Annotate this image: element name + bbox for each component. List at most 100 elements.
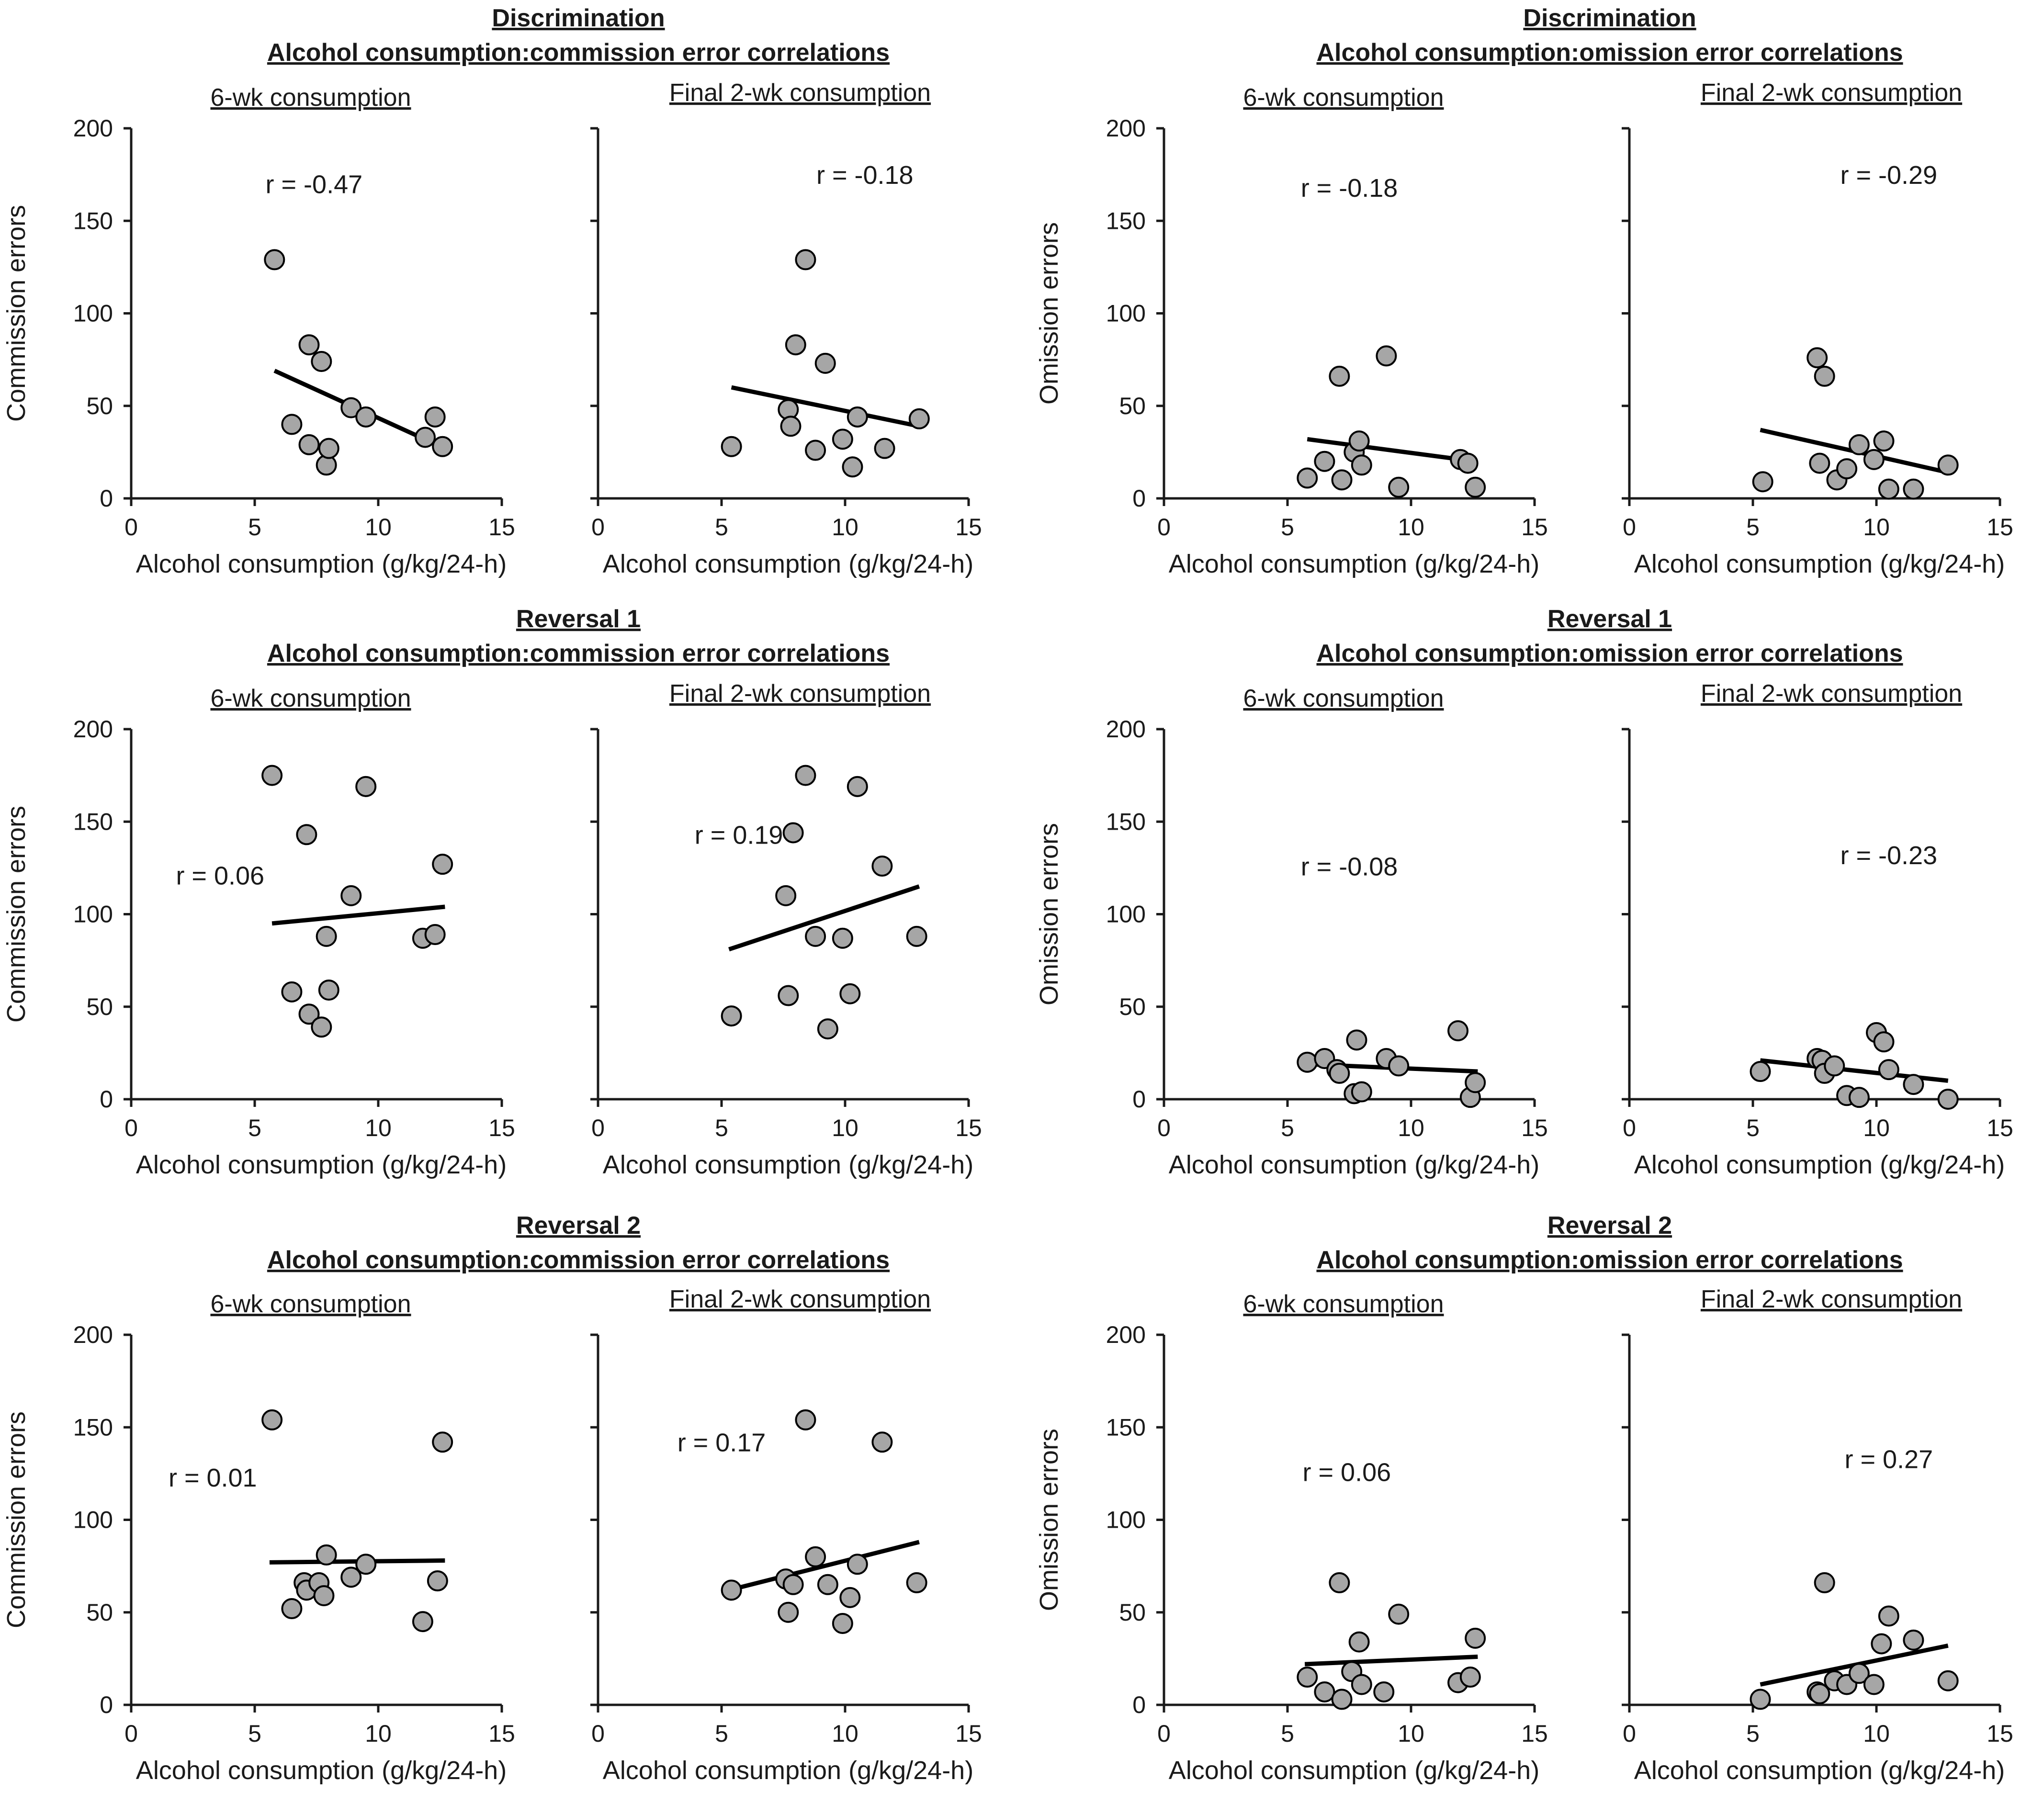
data-point: [1824, 1055, 1845, 1077]
correlation-label: r = 0.01: [169, 1464, 257, 1492]
data-point: [839, 983, 861, 1004]
group-title: Alcohol consumption:commission error cor…: [267, 640, 890, 667]
data-point: [832, 927, 853, 949]
panel-1-1: 0 50 100 150 200 0 5 10 15 Alcohol consumption (g…: [2, 84, 515, 578]
data-point: [832, 1612, 853, 1634]
data-point: [1750, 1061, 1771, 1082]
y-tick-label: 50: [86, 993, 113, 1020]
panel-subtitle: 6-wk consumption: [210, 84, 411, 112]
x-tick-label: 0: [591, 1720, 605, 1747]
data-point: [721, 1579, 742, 1601]
x-tick-label: 5: [1281, 1720, 1294, 1747]
x-tick-label: 0: [1623, 514, 1636, 541]
data-point: [908, 408, 930, 429]
group-title: Alcohol consumption:commission error cor…: [267, 1246, 890, 1274]
x-tick-label: 15: [955, 1115, 982, 1141]
panel-1-4: 0 5 10 15 Alcohol consumption (g/kg/24-h) Fin…: [1622, 79, 2013, 578]
data-point: [871, 1431, 893, 1453]
x-tick-label: 5: [1281, 1115, 1294, 1141]
x-tick-label: 5: [715, 1115, 728, 1141]
y-tick-label: 200: [1106, 1321, 1146, 1348]
data-point: [847, 776, 868, 797]
data-point: [355, 776, 377, 797]
correlation-label: r = -0.18: [816, 161, 914, 190]
x-tick-label: 15: [488, 514, 515, 541]
data-point: [1331, 469, 1353, 491]
y-tick-label: 200: [1106, 716, 1146, 743]
correlation-label: r = -0.18: [1301, 174, 1398, 203]
correlation-label: r = -0.23: [1840, 841, 1937, 870]
data-point: [311, 350, 332, 372]
data-point: [1937, 454, 1959, 476]
x-tick-label: 0: [1157, 1115, 1171, 1141]
data-point: [340, 397, 362, 418]
x-tick-label: 0: [1623, 1115, 1636, 1141]
data-point: [805, 1546, 826, 1567]
panel-subtitle: 6-wk consumption: [210, 685, 411, 712]
data-point: [847, 406, 868, 428]
panel-subtitle: Final 2-wk consumption: [669, 79, 931, 107]
phase-title: Reversal 1: [1547, 605, 1672, 633]
data-point: [355, 406, 377, 428]
data-point: [839, 1587, 861, 1608]
data-point: [432, 1431, 453, 1453]
group-title: Alcohol consumption:omission error corre…: [1316, 1246, 1903, 1274]
panel-2-1: 0 50 100 150 200 0 5 10 15 Alcohol consumption (g…: [2, 685, 515, 1179]
data-point: [847, 1554, 868, 1575]
data-point: [424, 924, 446, 946]
data-point: [778, 985, 799, 1006]
data-point: [1750, 1689, 1771, 1710]
data-point: [778, 1601, 799, 1623]
correlation-label: r = -0.29: [1840, 161, 1937, 190]
y-tick-label: 200: [73, 1321, 113, 1348]
x-tick-label: 15: [1521, 1115, 1548, 1141]
y-tick-label: 100: [73, 1507, 113, 1533]
data-point: [1937, 1670, 1959, 1691]
data-point: [318, 979, 339, 1001]
data-point: [1863, 449, 1885, 470]
data-point: [1873, 1031, 1895, 1053]
correlation-label: r = 0.06: [176, 862, 264, 890]
correlation-label: r = -0.08: [1301, 852, 1398, 881]
panel-3-2: 0 5 10 15 Alcohol consumption (g/kg/24-h) Fin…: [590, 1285, 982, 1785]
panel-3-3: 0 50 100 150 200 0 5 10 15 Alcohol consumption (g…: [1035, 1290, 1548, 1785]
y-tick-label: 100: [1106, 300, 1146, 327]
data-point: [1329, 365, 1350, 387]
data-point: [1878, 1605, 1899, 1627]
data-point: [780, 416, 802, 437]
x-axis-label: Alcohol consumption (g/kg/24-h): [1169, 550, 1539, 578]
phase-title: Reversal 1: [516, 605, 641, 633]
phase-title: Discrimination: [492, 4, 665, 32]
y-tick-label: 50: [1119, 1599, 1146, 1626]
data-point: [1297, 1667, 1318, 1688]
data-point: [817, 1018, 838, 1040]
x-tick-label: 0: [124, 514, 138, 541]
data-point: [775, 885, 797, 906]
panel-2-2: 0 5 10 15 Alcohol consumption (g/kg/24-h) Fin…: [590, 680, 982, 1179]
panel-subtitle: Final 2-wk consumption: [669, 1285, 931, 1313]
regression-line: [1307, 437, 1476, 464]
panel-subtitle: 6-wk consumption: [1243, 84, 1444, 112]
group-title: Alcohol consumption:omission error corre…: [1316, 640, 1903, 667]
x-axis-label: Alcohol consumption (g/kg/24-h): [1169, 1756, 1539, 1785]
data-point: [1297, 467, 1318, 489]
panel-subtitle: 6-wk consumption: [1243, 685, 1444, 712]
data-point: [782, 1574, 804, 1595]
data-point: [1348, 1631, 1370, 1653]
panel-subtitle: Final 2-wk consumption: [1701, 79, 1962, 107]
data-point: [1871, 1633, 1892, 1655]
y-tick-label: 200: [73, 115, 113, 142]
data-point: [1447, 1020, 1469, 1041]
panel-3-4: 0 5 10 15 Alcohol consumption (g/kg/24-h) Fin…: [1622, 1285, 2013, 1785]
x-tick-label: 5: [248, 514, 261, 541]
data-point: [1937, 1089, 1959, 1110]
data-point: [1346, 1029, 1367, 1051]
x-tick-label: 0: [1157, 514, 1171, 541]
panel-subtitle: 6-wk consumption: [210, 1290, 411, 1318]
y-axis-label: Omission errors: [1035, 1429, 1063, 1611]
data-point: [432, 854, 453, 875]
panel-subtitle: Final 2-wk consumption: [1701, 680, 1962, 708]
phase-title: Reversal 2: [1547, 1212, 1672, 1240]
y-tick-label: 150: [1106, 1414, 1146, 1441]
